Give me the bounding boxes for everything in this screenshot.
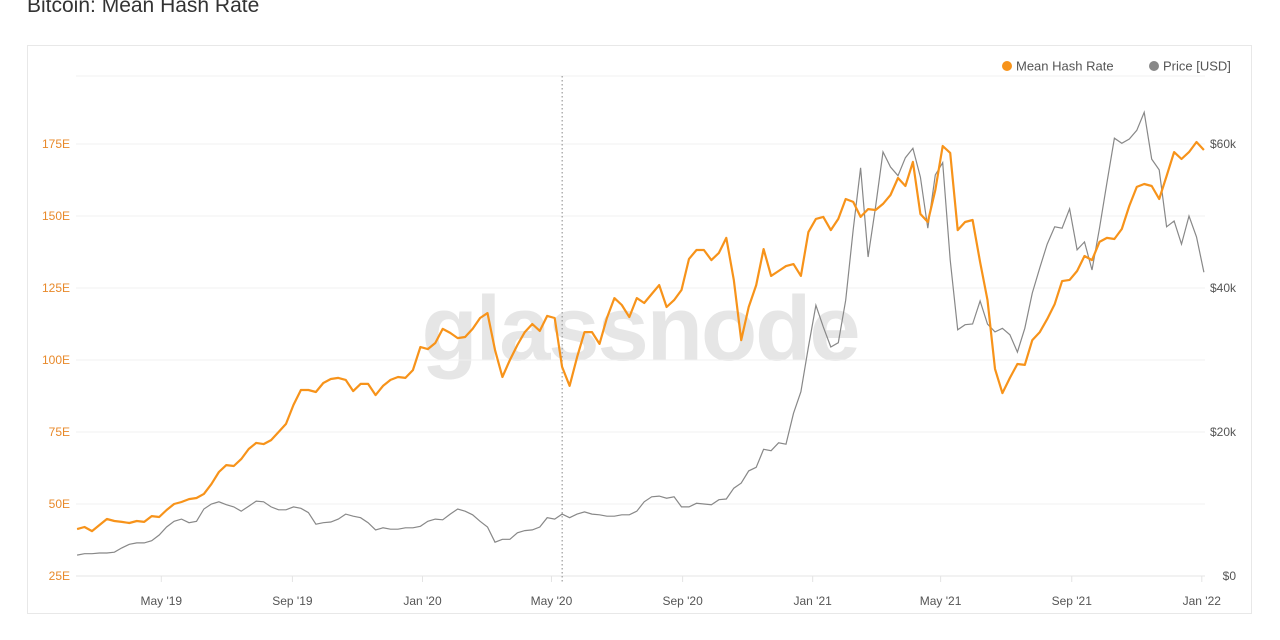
watermark: glassnode [421,278,858,380]
legend-dot-icon [1149,61,1159,71]
y-tick-label-left: 100E [42,353,70,367]
y-tick-label-right: $40k [1210,281,1237,295]
chart-container [27,45,1252,614]
y-tick-label-left: 175E [42,137,70,151]
y-tick-label-right: $20k [1210,425,1237,439]
right-axis: $0 $20k $40k $60k [1210,137,1237,583]
y-tick-label-left: 150E [42,209,70,223]
x-tick-label: Sep '19 [272,594,313,608]
page-title: Bitcoin: Mean Hash Rate [27,0,260,17]
legend: Mean Hash Rate Price [USD] [1002,59,1231,74]
series-line-mean-hash-rate [76,140,1205,533]
x-tick-label: Jan '20 [403,594,442,608]
y-tick-label-left: 75E [49,425,70,439]
series-line-price [76,110,1205,556]
legend-item-price[interactable]: Price [USD] [1149,59,1231,74]
y-tick-label-right: $0 [1223,569,1237,583]
x-tick-label: Sep '21 [1052,594,1093,608]
y-tick-label-right: $60k [1210,137,1237,151]
legend-label: Mean Hash Rate [1016,59,1114,74]
x-tick-label: May '21 [920,594,962,608]
legend-item-mean-hash-rate[interactable]: Mean Hash Rate [1002,59,1114,74]
y-tick-label-left: 25E [49,569,70,583]
x-tick-label: Jan '21 [794,594,833,608]
x-tick-label: May '20 [531,594,573,608]
x-tick-label: Sep '20 [662,594,703,608]
left-axis: 25E 50E 75E 100E 125E 150E 175E [42,137,70,583]
x-tick-label: May '19 [140,594,182,608]
y-tick-label-left: 125E [42,281,70,295]
y-tick-label-left: 50E [49,497,70,511]
gridlines [76,75,1205,577]
legend-label: Price [USD] [1163,59,1231,74]
x-axis: May '19 Sep '19 Jan '20 May '20 Sep '20 Jan '… [140,576,1221,608]
x-tick-label: Jan '22 [1183,594,1222,608]
legend-dot-icon [1002,61,1012,71]
